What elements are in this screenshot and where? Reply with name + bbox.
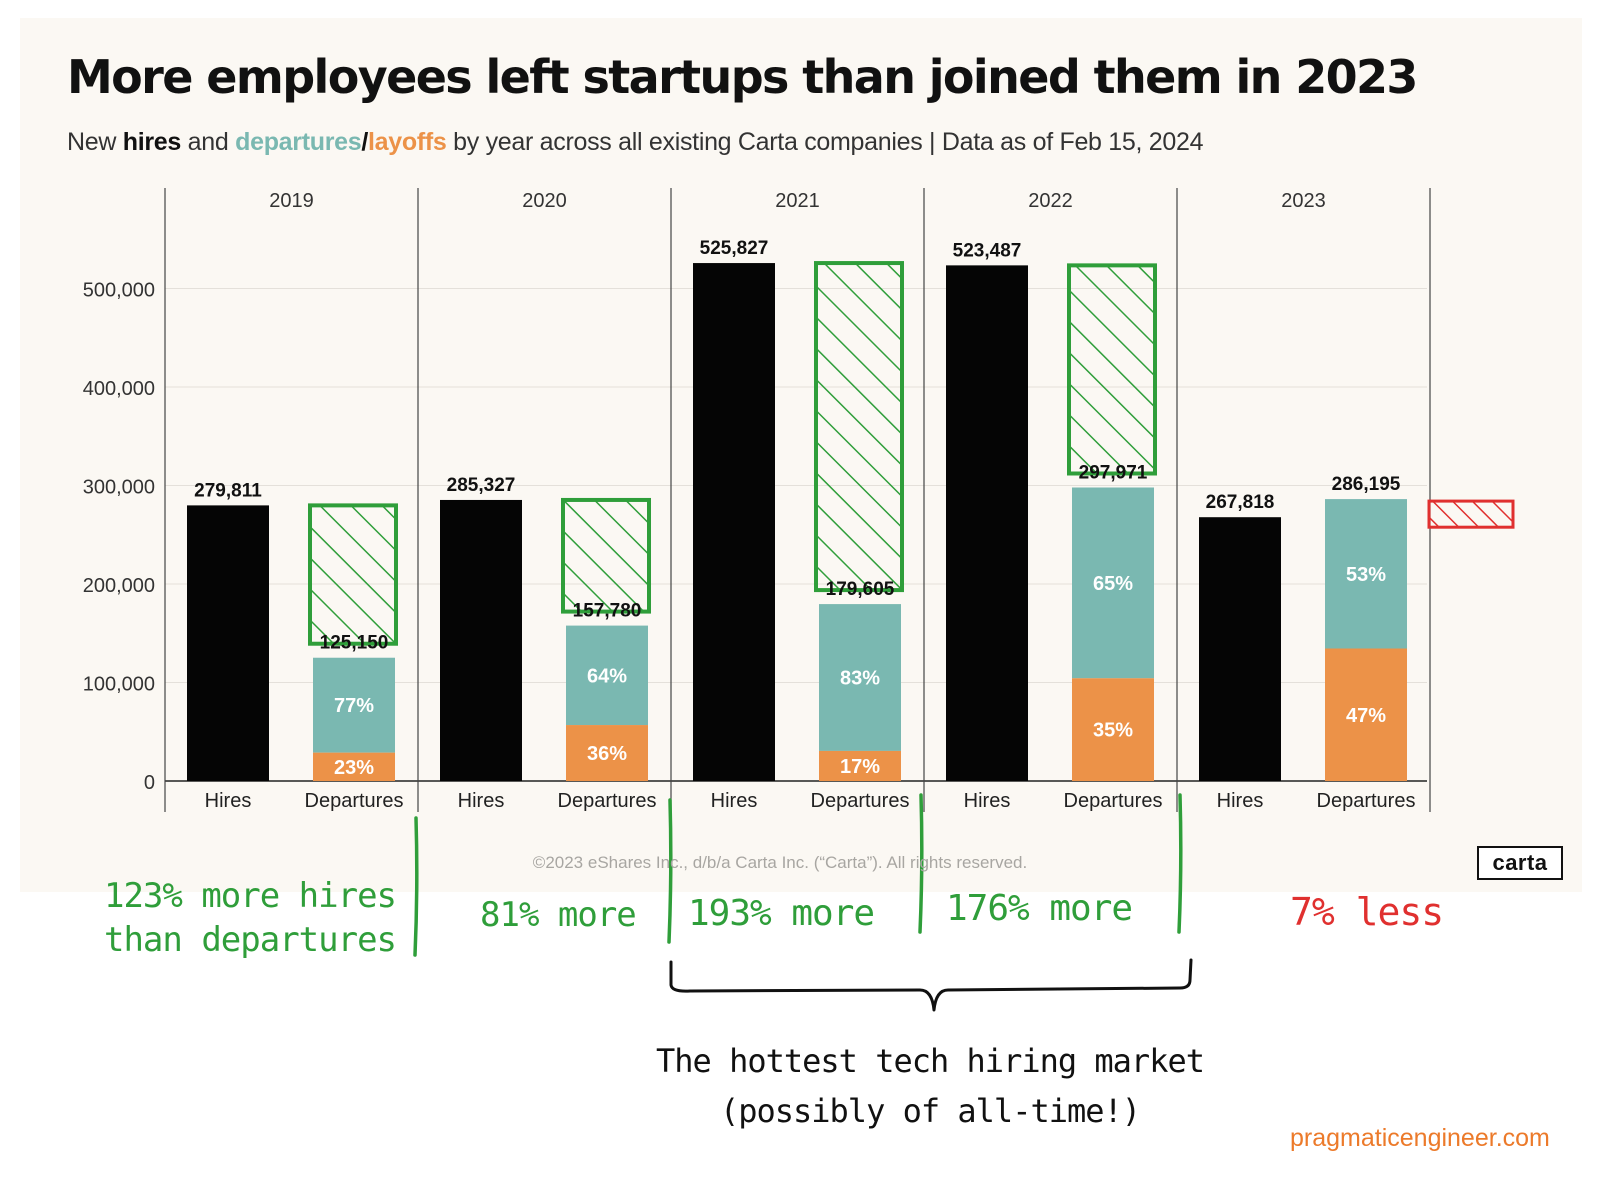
departures-pct-label: 77% (334, 695, 374, 717)
departures-segment (566, 625, 648, 726)
sketch-separator (918, 793, 924, 934)
category-label-hires: Hires (1217, 790, 1264, 812)
layoffs-pct-label: 17% (840, 756, 880, 778)
hires-value-label: 525,827 (700, 238, 769, 259)
year-label: 2020 (522, 190, 567, 212)
chart-subtitle: New hires and departures/layoffs by year… (67, 128, 1204, 157)
hot-market-line2: (possibly of all-time!) (719, 1092, 1141, 1130)
sketch-separator (667, 798, 673, 944)
subtitle-departures: departures (235, 128, 362, 156)
category-label-departures: Departures (1064, 790, 1163, 812)
sketch-separator (1177, 793, 1183, 934)
gap-hatch-box (814, 261, 904, 593)
gap-hatch-box (561, 497, 651, 614)
y-tick-label: 500,000 (83, 280, 155, 302)
chart-panel (20, 18, 1582, 892)
gap-hatch-box-red (1427, 499, 1515, 529)
hires-bar (946, 265, 1028, 781)
hires-value-label: 523,487 (953, 240, 1022, 261)
year-label: 2023 (1281, 190, 1326, 212)
layoffs-pct-label: 36% (587, 743, 627, 765)
departures-segment (1072, 487, 1154, 679)
hot-market-line1: The hottest tech hiring market (656, 1042, 1205, 1080)
sketch-separator (413, 816, 419, 957)
layoffs-segment (1325, 648, 1407, 781)
category-label-hires: Hires (458, 790, 505, 812)
subtitle-slash: / (361, 128, 369, 156)
layoffs-segment (1072, 678, 1154, 781)
departures-value-label: 297,971 (1079, 462, 1148, 483)
hires-value-label: 279,811 (194, 480, 262, 501)
departures-segment (1325, 499, 1407, 649)
layoffs-segment (566, 725, 648, 781)
y-tick-label: 200,000 (83, 575, 155, 597)
category-label-hires: Hires (964, 790, 1011, 812)
departures-value-label: 125,150 (320, 633, 389, 654)
annotation-2020: 81% more (480, 895, 637, 935)
annotation-2023: 7% less (1290, 890, 1444, 934)
departures-segment (313, 657, 395, 753)
hires-bar (187, 505, 269, 781)
annotation-2021: 193% more (688, 893, 875, 934)
departures-pct-label: 53% (1346, 564, 1386, 586)
layoffs-pct-label: 47% (1346, 705, 1386, 727)
departures-value-label: 179,605 (826, 579, 895, 600)
hires-bar (1199, 517, 1281, 781)
annotation-2019-line2: than departures (103, 920, 397, 960)
category-label-departures: Departures (558, 790, 657, 812)
category-label-hires: Hires (711, 790, 758, 812)
annotation-2019: 123% more hires than departures (100, 874, 400, 962)
copyright-note: ©2023 eShares Inc., d/b/a Carta Inc. (“C… (533, 853, 1027, 872)
layoffs-pct-label: 35% (1093, 720, 1133, 742)
category-label-hires: Hires (205, 790, 252, 812)
subtitle-hires: hires (122, 128, 182, 156)
category-label-departures: Departures (811, 790, 910, 812)
subtitle-and: and (181, 128, 236, 156)
gap-hatch-box (1067, 263, 1157, 476)
hot-market-annotation: The hottest tech hiring market (possibly… (620, 1036, 1240, 1136)
year-label: 2022 (1028, 190, 1073, 212)
departures-segment (819, 604, 901, 751)
hot-market-bracket (669, 958, 1193, 1012)
year-label: 2019 (269, 190, 314, 212)
departures-pct-label: 64% (587, 665, 627, 687)
departures-value-label: 157,780 (573, 601, 642, 622)
departures-pct-label: 65% (1093, 573, 1133, 595)
y-tick-label: 100,000 (83, 674, 155, 696)
category-label-departures: Departures (305, 790, 404, 812)
layoffs-segment (819, 750, 901, 781)
y-tick-label: 0 (144, 772, 155, 794)
hires-bar (693, 263, 775, 781)
hires-value-label: 285,327 (447, 475, 516, 496)
departures-value-label: 286,195 (1332, 474, 1401, 495)
departures-pct-label: 83% (840, 668, 880, 690)
annotation-2019-line1: 123% more hires (103, 876, 397, 916)
y-tick-label: 300,000 (83, 477, 155, 499)
category-label-departures: Departures (1317, 790, 1416, 812)
chart-title: More employees left startups than joined… (67, 50, 1418, 104)
year-label: 2021 (775, 190, 820, 212)
carta-logo: carta (1477, 846, 1563, 880)
brand-watermark: pragmaticengineer.com (1290, 1124, 1550, 1152)
subtitle-suffix: by year across all existing Carta compan… (446, 128, 1204, 156)
subtitle-layoffs: layoffs (368, 128, 447, 156)
y-tick-label: 400,000 (83, 378, 155, 400)
subtitle-prefix: New (67, 128, 123, 156)
hires-value-label: 267,818 (1206, 492, 1275, 513)
gap-hatch-box (308, 503, 398, 646)
layoffs-segment (313, 752, 395, 781)
annotation-2022: 176% more (946, 888, 1133, 929)
layoffs-pct-label: 23% (334, 757, 374, 779)
hires-bar (440, 499, 522, 781)
